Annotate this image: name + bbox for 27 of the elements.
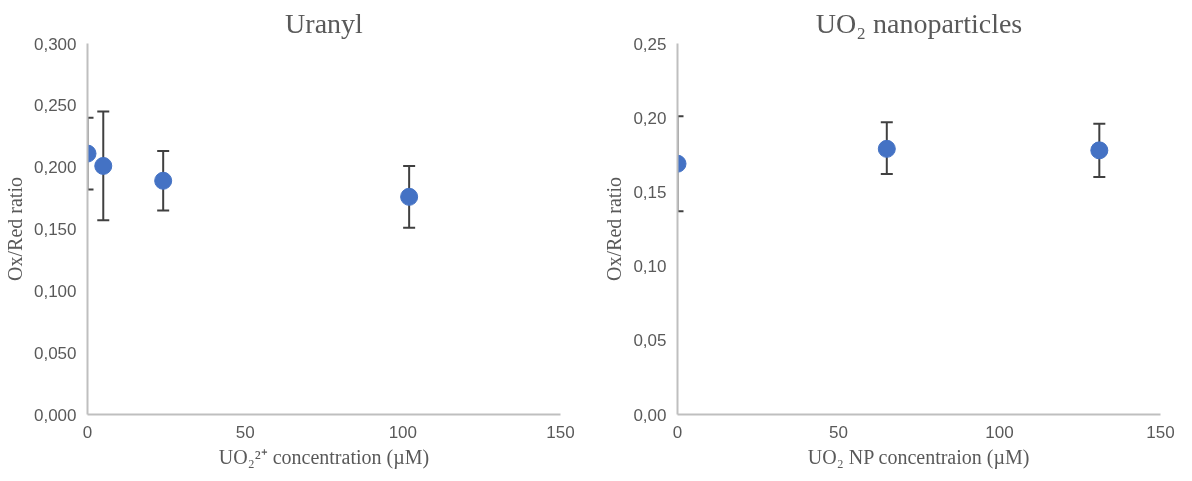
y-tick-label: 0,100 [33,281,77,301]
y-axis-title: Ox/Red ratio [3,177,26,281]
x-tick-label: 150 [546,422,575,442]
y-tick-label: 0,15 [633,182,667,202]
x-tick-label: 0 [82,422,93,442]
y-tick-label: 0,150 [33,220,77,239]
x-tick-label: 100 [388,422,418,442]
x-tick-label: 100 [985,422,1014,442]
y-tick-label: 0,25 [633,34,667,54]
x-axis-title: UO₂ NP concentraion (µM) [807,445,1030,469]
x-tick-label: 0 [672,422,683,442]
x-tick-label: 150 [1146,422,1175,442]
y-tick-label: 0,000 [33,405,77,425]
chart-title: UO₂ nanoparticles [815,7,1023,39]
y-tick-label: 0,10 [633,257,667,277]
y-tick-label: 0,200 [33,158,77,178]
x-axis-title: UO₂²⁺ concentration (µM) [218,445,430,469]
y-axis-title: Ox/Red ratio [603,177,626,281]
y-tick-label: 0,300 [33,34,77,54]
chart-title: Uranyl [285,7,364,39]
x-tick-label: 50 [235,422,255,442]
y-tick-label: 0,00 [633,405,667,425]
y-tick-label: 0,250 [33,96,77,116]
y-tick-label: 0,20 [633,108,667,128]
y-tick-label: 0,050 [33,343,77,363]
y-tick-label: 0,05 [633,331,667,351]
x-tick-label: 50 [829,422,848,442]
